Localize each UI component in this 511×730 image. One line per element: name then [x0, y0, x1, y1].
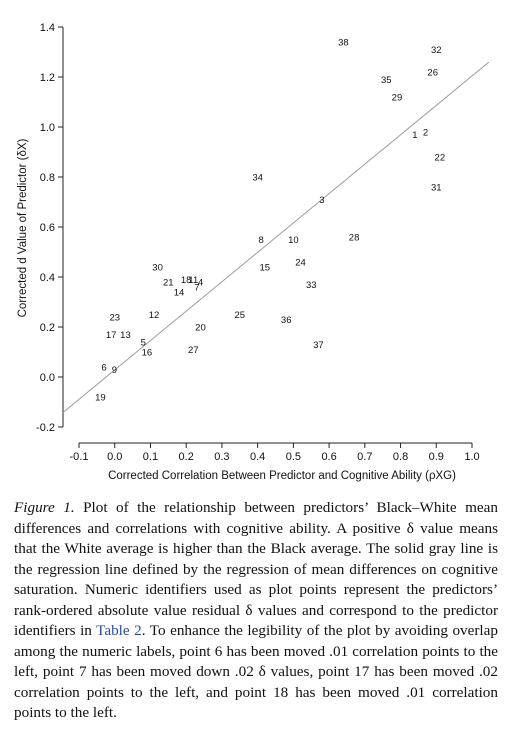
point-34: 34 — [252, 173, 263, 184]
table-2-link[interactable]: Table 2 — [96, 622, 142, 639]
point-8: 8 — [259, 235, 264, 246]
point-36: 36 — [281, 315, 292, 326]
y-tick-label: 0.2 — [40, 322, 55, 334]
point-9: 9 — [112, 365, 117, 376]
x-tick-label: 0.1 — [143, 451, 158, 463]
point-2: 2 — [423, 128, 428, 139]
point-31: 31 — [431, 183, 442, 194]
y-tick-label: 0.0 — [40, 372, 55, 384]
y-tick-label: 0.6 — [40, 222, 55, 234]
figure-caption: Figure 1. Plot of the relationship betwe… — [14, 498, 498, 724]
point-14: 14 — [174, 288, 185, 299]
point-33: 33 — [306, 280, 317, 291]
point-15: 15 — [259, 263, 270, 274]
point-5: 5 — [141, 338, 146, 349]
point-23: 23 — [109, 313, 120, 324]
y-tick-label: -0.2 — [36, 422, 55, 434]
point-10: 10 — [288, 235, 299, 246]
x-tick-label: 0.6 — [321, 451, 336, 463]
x-tick-label: 0.0 — [107, 451, 122, 463]
point-6: 6 — [101, 363, 106, 374]
x-tick-label: 0.8 — [393, 451, 408, 463]
x-tick-label: 0.9 — [429, 451, 444, 463]
figure-label: Figure 1. — [14, 499, 75, 516]
x-tick-label: -0.1 — [70, 451, 89, 463]
y-tick-label: 0.8 — [40, 172, 55, 184]
point-26: 26 — [427, 68, 438, 79]
point-37: 37 — [313, 340, 324, 351]
caption-text-end: . To enhance the legibility of the plot … — [14, 622, 498, 721]
point-19: 19 — [95, 393, 106, 404]
x-axis-title: Corrected Correlation Between Predictor … — [108, 470, 456, 482]
x-tick-label: 0.7 — [357, 451, 372, 463]
point-24: 24 — [295, 258, 306, 269]
point-29: 29 — [392, 93, 403, 104]
y-axis: -0.2 0.0 0.2 0.4 0.6 0.8 1.0 1.2 1.4 — [36, 22, 64, 434]
y-tick-label: 0.4 — [40, 272, 55, 284]
x-tick-label: 0.4 — [250, 451, 265, 463]
x-tick-label: 1.0 — [464, 451, 479, 463]
point-28: 28 — [349, 233, 360, 244]
caption-text: Plot of the relationship between predict… — [14, 499, 498, 639]
x-tick-label: 0.3 — [214, 451, 229, 463]
y-tick-label: 1.0 — [40, 122, 55, 134]
x-tick-label: 0.5 — [286, 451, 301, 463]
regression-line — [62, 61, 490, 413]
point-7: 7 — [194, 283, 199, 294]
scatter-plot: -0.2 0.0 0.2 0.4 0.6 0.8 1.0 1.2 1.4 -0.1 0.0 0.1 0… — [17, 22, 490, 482]
point-32: 32 — [431, 45, 442, 56]
y-axis-title: Corrected d Value of Predictor (δX) — [17, 138, 29, 317]
point-16: 16 — [142, 348, 153, 359]
point-17: 17 — [106, 330, 117, 341]
point-18: 18 — [181, 275, 192, 286]
point-4: 4 — [198, 278, 203, 289]
point-38: 38 — [338, 38, 349, 49]
x-tick-label: 0.2 — [179, 451, 194, 463]
point-3: 3 — [319, 195, 324, 206]
point-13: 13 — [120, 330, 131, 341]
regression-line-group — [62, 61, 490, 413]
y-tick-label: 1.2 — [40, 72, 55, 84]
point-22: 22 — [435, 153, 446, 164]
point-11: 11 — [188, 275, 198, 286]
point-27: 27 — [188, 345, 199, 356]
point-35: 35 — [381, 75, 392, 86]
point-21: 21 — [163, 278, 174, 289]
point-30: 30 — [152, 263, 163, 274]
point-1: 1 — [412, 130, 417, 141]
y-tick-label: 1.4 — [40, 22, 55, 34]
point-25: 25 — [234, 310, 245, 321]
x-axis: -0.1 0.0 0.1 0.2 0.3 0.4 0.5 0.6 0.7 0.8 0.9 1.0 — [70, 442, 480, 463]
point-12: 12 — [149, 310, 160, 321]
point-20: 20 — [195, 323, 206, 334]
